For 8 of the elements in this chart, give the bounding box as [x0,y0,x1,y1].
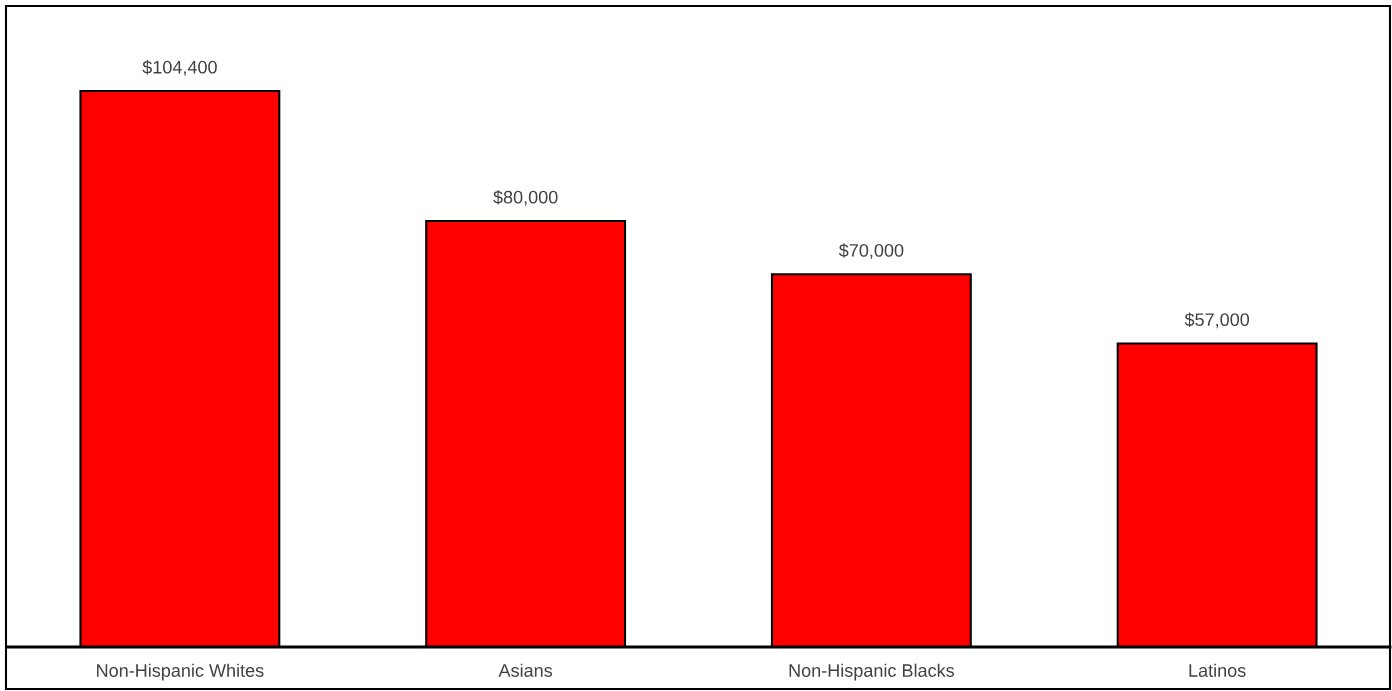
data-label: $70,000 [838,243,904,259]
data-label: $80,000 [493,190,558,206]
x-tick-label: Non-Hispanic Whites [97,663,264,681]
x-tick-label: Latinos [1189,663,1246,677]
x-tick-label: Non-Hispanic Blacks [789,663,955,681]
x-tick-label: Asians [498,663,553,677]
data-label: $57,000 [1184,312,1250,329]
data-label: $104,400 [142,60,217,76]
